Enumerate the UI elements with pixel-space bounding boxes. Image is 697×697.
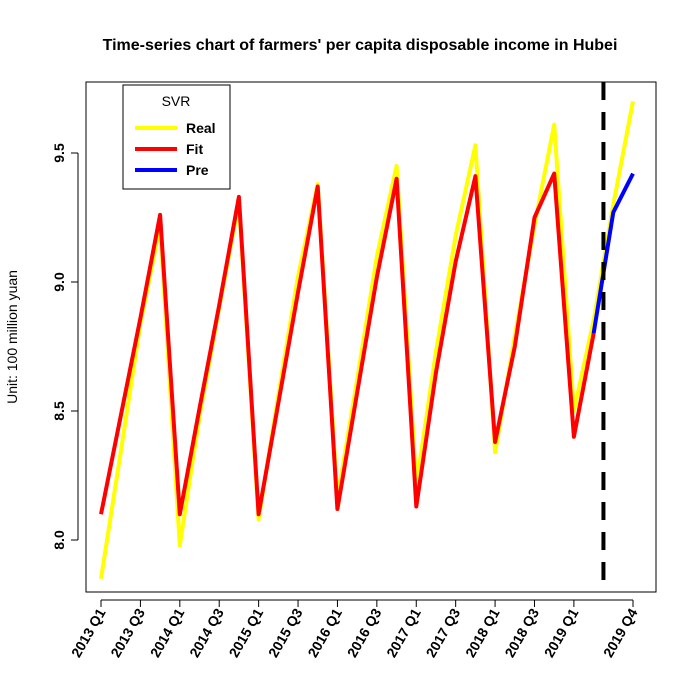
x-tick-label: 2019 Q1 [541, 605, 582, 660]
legend-label-pre: Pre [186, 162, 209, 178]
y-tick-label: 8.0 [51, 530, 67, 550]
x-tick-label: 2015 Q3 [265, 605, 306, 660]
chart-title: Time-series chart of farmers' per capita… [103, 37, 618, 54]
x-tick-label: 2016 Q1 [304, 605, 345, 660]
x-tick-label: 2019 Q4 [600, 605, 641, 660]
x-tick-label: 2017 Q1 [383, 605, 424, 660]
series-line-fit [99, 171, 596, 517]
x-tick-label: 2013 Q3 [107, 605, 148, 660]
legend-title: SVR [162, 93, 191, 109]
series-line-pre [591, 172, 635, 334]
x-tick-label: 2016 Q3 [344, 605, 385, 660]
y-tick-label: 9.5 [51, 143, 67, 163]
x-tick-label: 2014 Q1 [147, 605, 188, 660]
series-layer [99, 101, 635, 580]
series-line-real [99, 101, 635, 580]
legend-label-real: Real [186, 120, 216, 136]
legend: SVR Real Fit Pre [122, 84, 231, 190]
x-tick-label: 2013 Q1 [68, 605, 109, 660]
x-tick-label: 2014 Q3 [186, 605, 227, 660]
x-tick-label: 2018 Q3 [501, 605, 542, 660]
x-tick-label: 2018 Q1 [462, 605, 503, 660]
y-tick-label: 9.0 [51, 272, 67, 292]
y-axis: 8.0 8.5 9.0 9.5 [51, 143, 79, 550]
x-tick-label: 2015 Q1 [226, 605, 267, 660]
legend-label-fit: Fit [186, 141, 203, 157]
y-axis-label: Unit: 100 million yuan [4, 270, 20, 404]
plot-area [85, 81, 657, 593]
x-tick-label: 2017 Q3 [423, 605, 464, 660]
y-tick-label: 8.5 [51, 401, 67, 421]
